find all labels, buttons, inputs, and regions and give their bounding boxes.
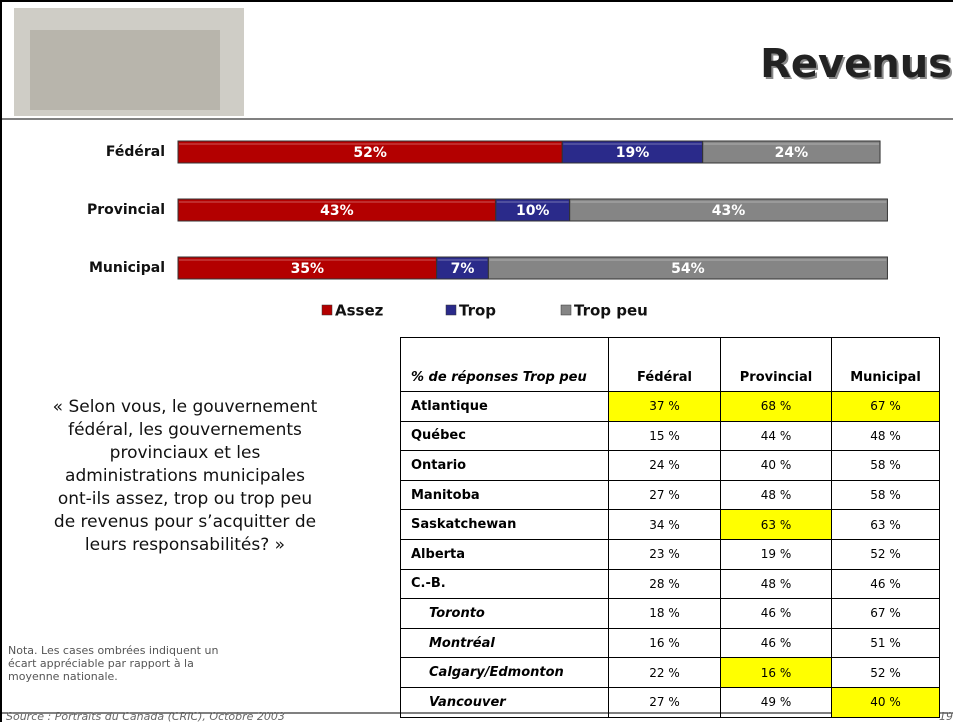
row-label: Manitoba [401,480,609,510]
cell: 48 % [832,421,940,451]
cell: 16 % [721,658,832,688]
value-label: 52% [353,145,387,161]
cell: 18 % [609,599,721,629]
row-label: C.-B. [401,569,609,599]
legend-swatch [446,305,456,315]
row-label: Toronto [401,599,609,629]
header-cell: Municipal [832,338,940,392]
value-label: 43% [320,203,354,219]
cell: 58 % [832,451,940,481]
cell: 46 % [721,628,832,658]
header-cell: Provincial [721,338,832,392]
cell: 37 % [609,392,721,422]
title: Revenus [760,41,952,87]
cell: 51 % [832,628,940,658]
legend-swatch [322,305,332,315]
cell: 23 % [609,539,721,569]
category-label: Fédéral [106,144,165,160]
value-label: 10% [516,203,550,219]
row-label: Calgary/Edmonton [401,658,609,688]
category-label: Provincial [87,202,165,218]
row-label: Alberta [401,539,609,569]
value-label: 43% [712,203,746,219]
value-label: 54% [671,261,705,277]
source: Source : Portraits du Canada (CRIC), Oct… [6,710,285,722]
row-label: Montréal [401,628,609,658]
cell: 40 % [721,451,832,481]
cell: 63 % [832,510,940,540]
cell: 27 % [609,480,721,510]
slide: Revenus Revenus Source : Portraits du Ca… [0,0,953,722]
cell: 28 % [609,569,721,599]
cell: 34 % [609,510,721,540]
category-label: Municipal [89,260,165,276]
cell: 52 % [832,658,940,688]
question: « Selon vous, le gouvernement fédéral, l… [50,396,320,557]
cell: 58 % [832,480,940,510]
header-cell: % de réponses Trop peu [401,338,609,392]
cell: 40 % [832,687,940,717]
cell: 49 % [721,687,832,717]
cell: 67 % [832,392,940,422]
cell: 52 % [832,539,940,569]
cell: 44 % [721,421,832,451]
cell: 24 % [609,451,721,481]
cell: 27 % [609,687,721,717]
cell: 48 % [721,569,832,599]
building-photo-detail [30,30,220,110]
value-label: 7% [451,261,475,277]
note: Nota. Les cases ombrées indiquent un éca… [8,644,223,683]
cell: 63 % [721,510,832,540]
page-number: 19 [939,710,953,722]
legend-label: Trop peu [574,302,648,320]
cell: 22 % [609,658,721,688]
legend-label: Assez [335,302,384,320]
row-label: Saskatchewan [401,510,609,540]
cell: 67 % [832,599,940,629]
cell: 48 % [721,480,832,510]
value-label: 19% [616,145,650,161]
row-label: Québec [401,421,609,451]
header-cell: Fédéral [609,338,721,392]
cell: 15 % [609,421,721,451]
value-label: 24% [775,145,809,161]
row-label: Atlantique [401,392,609,422]
row-label: Ontario [401,451,609,481]
cell: 46 % [832,569,940,599]
row-label: Vancouver [401,687,609,717]
cell: 16 % [609,628,721,658]
cell: 19 % [721,539,832,569]
legend-swatch [561,305,571,315]
table-row: C.-B.28 %48 %46 % [401,569,940,599]
cell: 46 % [721,599,832,629]
legend-label: Trop [459,302,496,320]
cell: 68 % [721,392,832,422]
value-label: 35% [291,261,325,277]
